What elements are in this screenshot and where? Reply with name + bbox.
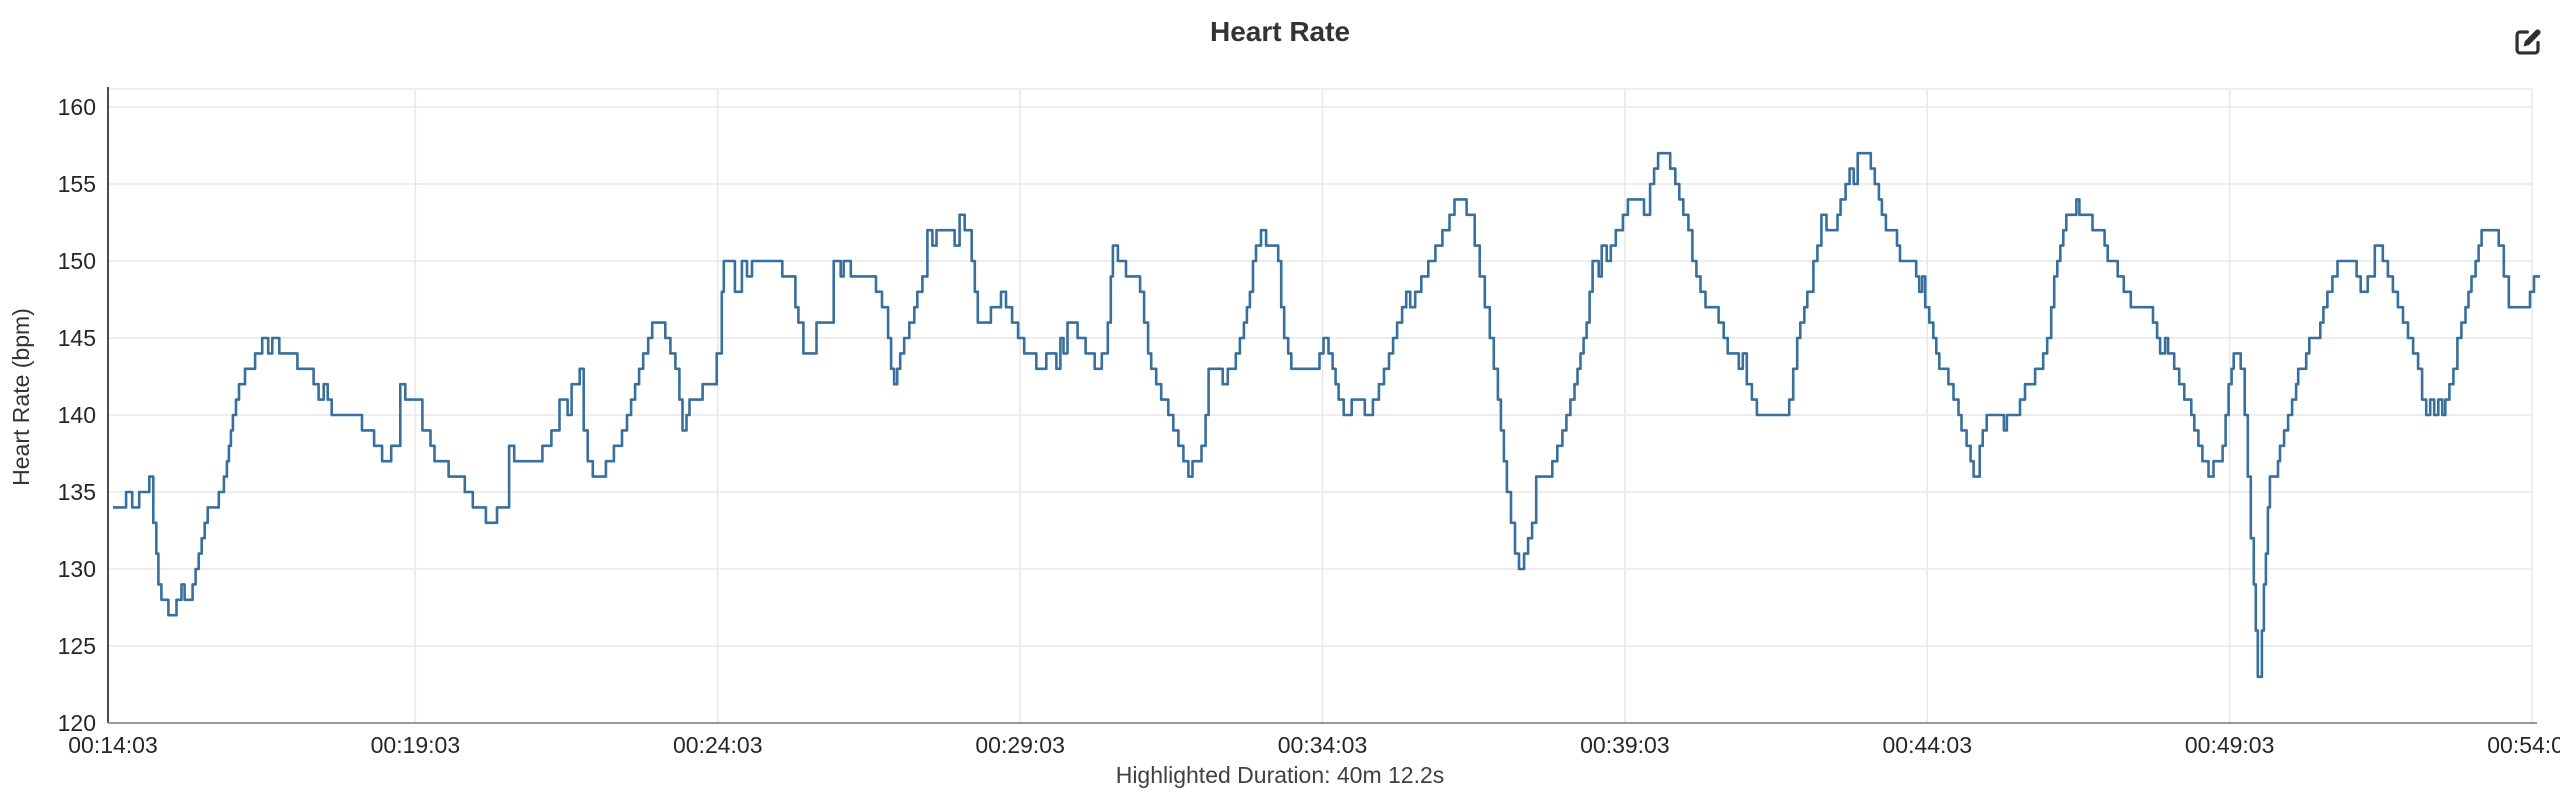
x-tick-label: 00:39:03 <box>1580 732 1670 758</box>
x-tick-label: 00:29:03 <box>975 732 1065 758</box>
y-tick-label: 160 <box>58 94 96 120</box>
y-tick-label: 140 <box>58 402 96 428</box>
y-tick-label: 125 <box>58 633 96 659</box>
chart-title: Heart Rate <box>1209 16 1351 47</box>
x-tick-label: 00:24:03 <box>673 732 763 758</box>
x-tick-label: 00:49:03 <box>2185 732 2275 758</box>
heart-rate-line <box>113 151 2541 679</box>
y-tick-label: 155 <box>58 171 96 197</box>
x-tick-label: 00:54:03 <box>2487 732 2560 758</box>
y-tick-label: 120 <box>58 710 96 736</box>
edit-icon[interactable] <box>2512 26 2544 58</box>
highlighted-duration: Highlighted Duration: 40m 12.2s <box>1115 762 1445 788</box>
y-tick-label: 150 <box>58 248 96 274</box>
y-tick-label: 145 <box>58 325 96 351</box>
x-tick-label: 00:44:03 <box>1882 732 1972 758</box>
x-tick-label: 00:14:03 <box>68 732 158 758</box>
x-tick-label: 00:34:03 <box>1278 732 1368 758</box>
y-tick-label: 135 <box>58 479 96 505</box>
x-tick-label: 00:19:03 <box>371 732 461 758</box>
y-tick-label: 130 <box>58 556 96 582</box>
